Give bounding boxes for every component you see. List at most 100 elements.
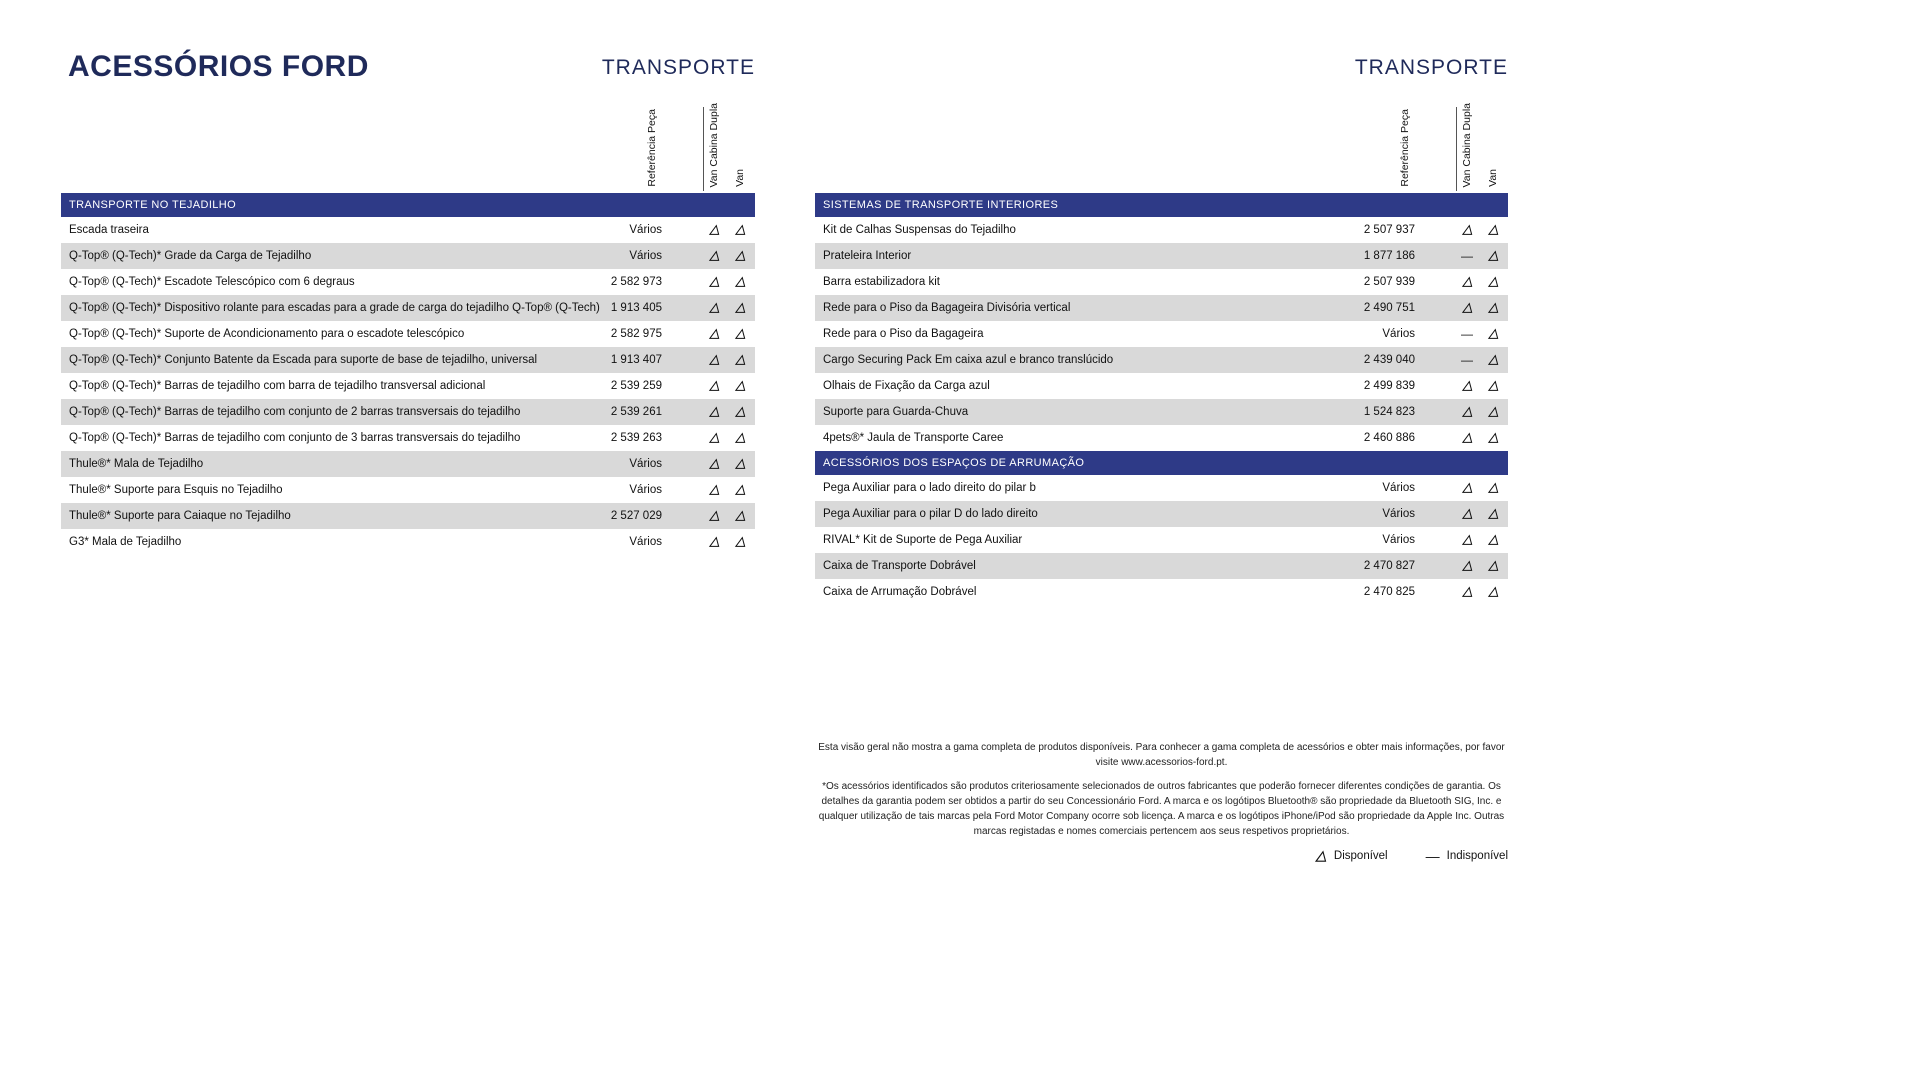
- unavailable-dash: —: [1461, 249, 1473, 263]
- product-name: RIVAL* Kit de Suporte de Pega Auxiliar: [823, 534, 1023, 546]
- available-icon: [701, 399, 727, 425]
- table-row: Q-Top® (Q-Tech)* Escadote Telescópico co…: [61, 269, 755, 295]
- available-icon: [1454, 553, 1480, 579]
- part-reference: 2 582 973: [610, 276, 662, 288]
- column-divider-line: [703, 107, 704, 191]
- available-icon: [1480, 579, 1506, 605]
- available-icon: [701, 503, 727, 529]
- part-reference: Vários: [629, 224, 662, 236]
- available-icon: [1454, 217, 1480, 243]
- available-icon: [701, 347, 727, 373]
- legend-available: Disponível: [1314, 849, 1388, 863]
- available-icon: [727, 529, 753, 555]
- table-row: Rede para o Piso da Bagageira Vários —: [815, 321, 1508, 347]
- available-icon: [1454, 295, 1480, 321]
- column-label-van: Van: [734, 169, 746, 187]
- available-icon: [701, 295, 727, 321]
- product-name: Q-Top® (Q-Tech)* Barras de tejadilho com…: [69, 432, 521, 444]
- available-icon: [1480, 347, 1506, 373]
- product-name: Q-Top® (Q-Tech)* Suporte de Acondicionam…: [69, 328, 465, 340]
- part-reference: 2 460 886: [1363, 432, 1415, 444]
- product-name: Thule®* Mala de Tejadilho: [69, 458, 204, 470]
- part-reference: 2 507 937: [1363, 224, 1415, 236]
- product-name: Prateleira Interior: [823, 250, 912, 262]
- part-reference: 2 499 839: [1363, 380, 1415, 392]
- table-row: Caixa de Transporte Dobrável 2 470 827: [815, 553, 1508, 579]
- column-divider-line: [1456, 107, 1457, 191]
- available-icon: [727, 217, 753, 243]
- table-row: Escada traseira Vários: [61, 217, 755, 243]
- part-reference: 2 539 261: [610, 406, 662, 418]
- table-row: G3* Mala de Tejadilho Vários: [61, 529, 755, 555]
- product-name: Q-Top® (Q-Tech)* Barras de tejadilho com…: [69, 406, 521, 418]
- part-reference: 1 913 405: [610, 302, 662, 314]
- page-title: ACESSÓRIOS FORD: [68, 50, 369, 83]
- column-label-referencia-peca: Referência Peça: [1399, 109, 1411, 187]
- available-icon: [1454, 501, 1480, 527]
- available-icon: [1480, 501, 1506, 527]
- part-reference: 2 490 751: [1363, 302, 1415, 314]
- part-reference: Vários: [629, 536, 662, 548]
- table-row: Prateleira Interior 1 877 186 —: [815, 243, 1508, 269]
- legend-unavailable: — Indisponível: [1426, 849, 1508, 863]
- column-label-van: Van: [1487, 169, 1499, 187]
- available-icon: [727, 373, 753, 399]
- product-name: Pega Auxiliar para o pilar D do lado dir…: [823, 508, 1038, 520]
- available-icon: [701, 425, 727, 451]
- unavailable-dash-icon: —: [1425, 848, 1440, 864]
- product-name: Q-Top® (Q-Tech)* Barras de tejadilho com…: [69, 380, 486, 392]
- table-row: Q-Top® (Q-Tech)* Grade da Carga de Tejad…: [61, 243, 755, 269]
- section-header: TRANSPORTE NO TEJADILHO: [61, 193, 755, 217]
- table-row: Q-Top® (Q-Tech)* Suporte de Acondicionam…: [61, 321, 755, 347]
- part-reference: 1 524 823: [1363, 406, 1415, 418]
- footnotes: Esta visão geral não mostra a gama compl…: [815, 740, 1508, 839]
- available-icon: [701, 243, 727, 269]
- unavailable-dash: —: [1461, 327, 1473, 341]
- available-icon: [1454, 475, 1480, 501]
- available-icon: [1480, 399, 1506, 425]
- column-label-van-cabina-dupla: Van Cabina Dupla: [1461, 102, 1473, 187]
- right-table-title: TRANSPORTE: [1354, 56, 1508, 79]
- part-reference: 2 470 827: [1363, 560, 1415, 572]
- available-icon: [727, 295, 753, 321]
- section-header: SISTEMAS DE TRANSPORTE INTERIORES: [815, 193, 1508, 217]
- table-row: RIVAL* Kit de Suporte de Pega Auxiliar Vá…: [815, 527, 1508, 553]
- product-name: Rede para o Piso da Bagageira: [823, 328, 984, 340]
- part-reference: Vários: [629, 458, 662, 470]
- part-reference: 1 913 407: [610, 354, 662, 366]
- right-table-section: TRANSPORTE Referência Peça Van Cabina Du…: [815, 55, 1508, 863]
- table-row: Pega Auxiliar para o pilar D do lado dir…: [815, 501, 1508, 527]
- available-icon: [1454, 399, 1480, 425]
- available-icon: [727, 243, 753, 269]
- available-icon: [1480, 243, 1506, 269]
- available-icon: [727, 503, 753, 529]
- table-row: Kit de Calhas Suspensas do Tejadilho 2 50…: [815, 217, 1508, 243]
- product-name: Caixa de Transporte Dobrável: [823, 560, 976, 572]
- part-reference: Vários: [1382, 328, 1415, 340]
- table-row: Q-Top® (Q-Tech)* Barras de tejadilho com…: [61, 425, 755, 451]
- available-icon: [727, 477, 753, 503]
- part-reference: 2 527 029: [610, 510, 662, 522]
- part-reference: 2 582 975: [610, 328, 662, 340]
- product-name: Caixa de Arrumação Dobrável: [823, 586, 977, 598]
- available-icon: [1480, 475, 1506, 501]
- available-icon: [701, 451, 727, 477]
- part-reference: 2 439 040: [1363, 354, 1415, 366]
- available-icon: [727, 451, 753, 477]
- table-row: Suporte para Guarda-Chuva 1 524 823: [815, 399, 1508, 425]
- available-icon: [701, 529, 727, 555]
- product-name: Q-Top® (Q-Tech)* Grade da Carga de Tejad…: [69, 250, 312, 262]
- available-icon: [701, 373, 727, 399]
- product-name: Q-Top® (Q-Tech)* Conjunto Batente da Esc…: [69, 354, 538, 366]
- table-row: Q-Top® (Q-Tech)* Barras de tejadilho com…: [61, 399, 755, 425]
- product-name: Barra estabilizadora kit: [823, 276, 940, 288]
- product-name: Thule®* Suporte para Caiaque no Tejadilh…: [69, 510, 291, 522]
- part-reference: 2 539 259: [610, 380, 662, 392]
- product-name: Kit de Calhas Suspensas do Tejadilho: [823, 224, 1016, 236]
- available-icon: [1480, 217, 1506, 243]
- available-icon: [1480, 321, 1506, 347]
- available-icon: [1480, 553, 1506, 579]
- left-table-section: TRANSPORTE Referência Peça Van Cabina Du…: [61, 55, 755, 555]
- section-header: ACESSÓRIOS DOS ESPAÇOS DE ARRUMAÇÃO: [815, 451, 1508, 475]
- table-row: 4pets®* Jaula de Transporte Caree 2 460 8…: [815, 425, 1508, 451]
